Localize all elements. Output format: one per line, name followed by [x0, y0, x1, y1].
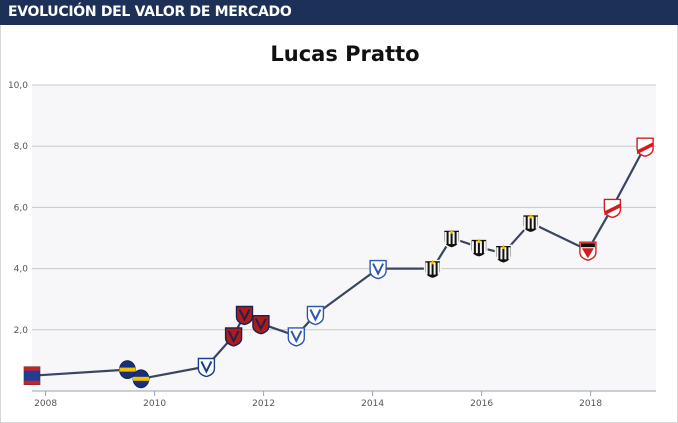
axes: 2,0 4,0 6,0 8,0 10,0 2008 2010 2012 2014 2016 2018	[8, 81, 656, 409]
sao-paulo-crest	[579, 241, 597, 261]
club-markers	[23, 137, 654, 389]
x-tick-label: 2008	[34, 399, 57, 409]
velez-sarsfield-crest	[369, 259, 387, 280]
tigre-crest	[23, 366, 41, 386]
atletico-mineiro-crest	[423, 259, 442, 280]
atletico-mineiro-crest	[522, 213, 540, 234]
y-tick-label: 2,0	[14, 326, 29, 336]
velez-sarsfield-crest	[306, 305, 325, 326]
series-line	[31, 145, 647, 380]
velez-sarsfield-crest	[287, 327, 305, 347]
river-plate-crest	[603, 198, 622, 219]
atletico-mineiro-crest	[470, 238, 488, 258]
plot-area	[32, 85, 656, 391]
genoa-crest	[224, 327, 243, 347]
y-tick-label: 4,0	[14, 265, 29, 275]
section-header-title: Evolución del valor de mercado	[8, 4, 292, 20]
y-tick-label: 6,0	[14, 203, 29, 213]
x-tick-label: 2010	[143, 399, 166, 409]
atletico-mineiro-crest	[494, 244, 513, 265]
x-tick-label: 2012	[252, 399, 275, 409]
x-tick-label: 2016	[470, 399, 493, 409]
section-header: Evolución del valor de mercado	[0, 0, 678, 25]
chart-title: Lucas Pratto	[270, 42, 419, 66]
market-value-chart: Lucas Pratto 2,0 4,0 6,0 8,0 10,0 2008 2010 201…	[8, 42, 656, 409]
gridlines	[32, 84, 656, 331]
y-tick-label: 10,0	[8, 81, 28, 91]
river-plate-crest	[636, 137, 654, 157]
x-tick-label: 2014	[361, 399, 384, 409]
universidad-catolica-crest	[197, 357, 216, 378]
genoa-crest	[235, 305, 254, 326]
y-tick-label: 8,0	[14, 142, 29, 152]
boca-juniors-crest	[132, 369, 150, 389]
x-tick-label: 2018	[579, 399, 602, 409]
genoa-crest	[252, 315, 270, 335]
boca-juniors-crest	[119, 360, 136, 380]
atletico-mineiro-crest	[442, 229, 461, 249]
